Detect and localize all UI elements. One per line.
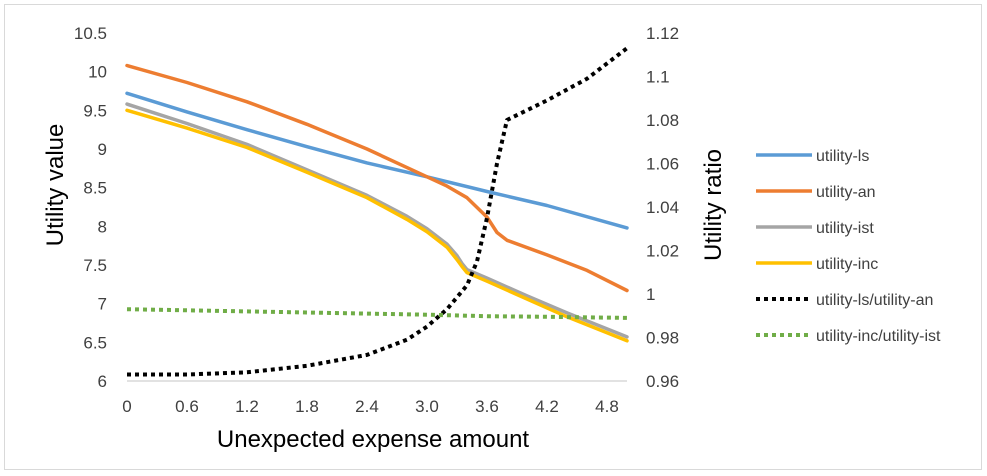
y-axis-left-title: Utility value (42, 124, 69, 247)
legend-label: utility-inc/utility-ist (816, 328, 941, 345)
y-right-tick-label: 1.04 (646, 198, 679, 217)
x-tick-label: 4.8 (595, 397, 619, 416)
y-right-tick-label: 1.06 (646, 155, 679, 174)
x-tick-label: 3.6 (475, 397, 499, 416)
y-left-tick-label: 6 (98, 372, 107, 391)
series-line-utility-ls (125, 91, 629, 230)
series-line-utility-inc-utility-ist (126, 307, 628, 320)
series-line-utility-inc (125, 108, 629, 343)
y-left-tick-label: 10 (88, 63, 107, 82)
y-left-tick-label: 8.5 (83, 179, 107, 198)
y-right-tick-label: 0.98 (646, 329, 679, 348)
legend-label: utility-ls/utility-an (816, 292, 933, 309)
x-tick-label: 0.6 (175, 397, 199, 416)
y-right-tick-label: 1.08 (646, 111, 679, 130)
x-axis-title: Unexpected expense amount (217, 426, 530, 453)
x-tick-label: 4.2 (535, 397, 559, 416)
y-left-tick-label: 6.5 (83, 333, 107, 352)
legend-label: utility-an (816, 184, 876, 201)
y-left-tick-label: 8 (98, 217, 107, 236)
x-tick-label: 1.2 (235, 397, 259, 416)
series-line-utility-ls-utility-an (127, 46, 629, 377)
y-right-tick-label: 1.1 (646, 68, 670, 87)
legend-label: utility-inc (816, 256, 878, 273)
y-left-tick-label: 9 (98, 140, 107, 159)
series-line-utility-ist (125, 102, 629, 339)
y-right-tick-label: 1 (646, 285, 655, 304)
y-right-tick-label: 0.96 (646, 372, 679, 391)
y-right-tick-label: 1.02 (646, 242, 679, 261)
y-left-tick-label: 7 (98, 295, 107, 314)
y-left-tick-label: 7.5 (83, 256, 107, 275)
y-left-tick-label: 10.5 (74, 24, 107, 43)
y-left-tick-label: 9.5 (83, 101, 107, 120)
y-axis-right-title: Utility ratio (700, 149, 727, 261)
y-right-tick-label: 1.12 (646, 24, 679, 43)
chart-frame (4, 4, 982, 470)
x-tick-label: 0 (122, 397, 131, 416)
x-tick-label: 2.4 (355, 397, 379, 416)
legend-label: utility-ist (816, 220, 874, 237)
series-line-utility-an (125, 63, 629, 293)
x-tick-label: 3.0 (415, 397, 439, 416)
legend-label: utility-ls (816, 148, 869, 165)
x-tick-label: 1.8 (295, 397, 319, 416)
